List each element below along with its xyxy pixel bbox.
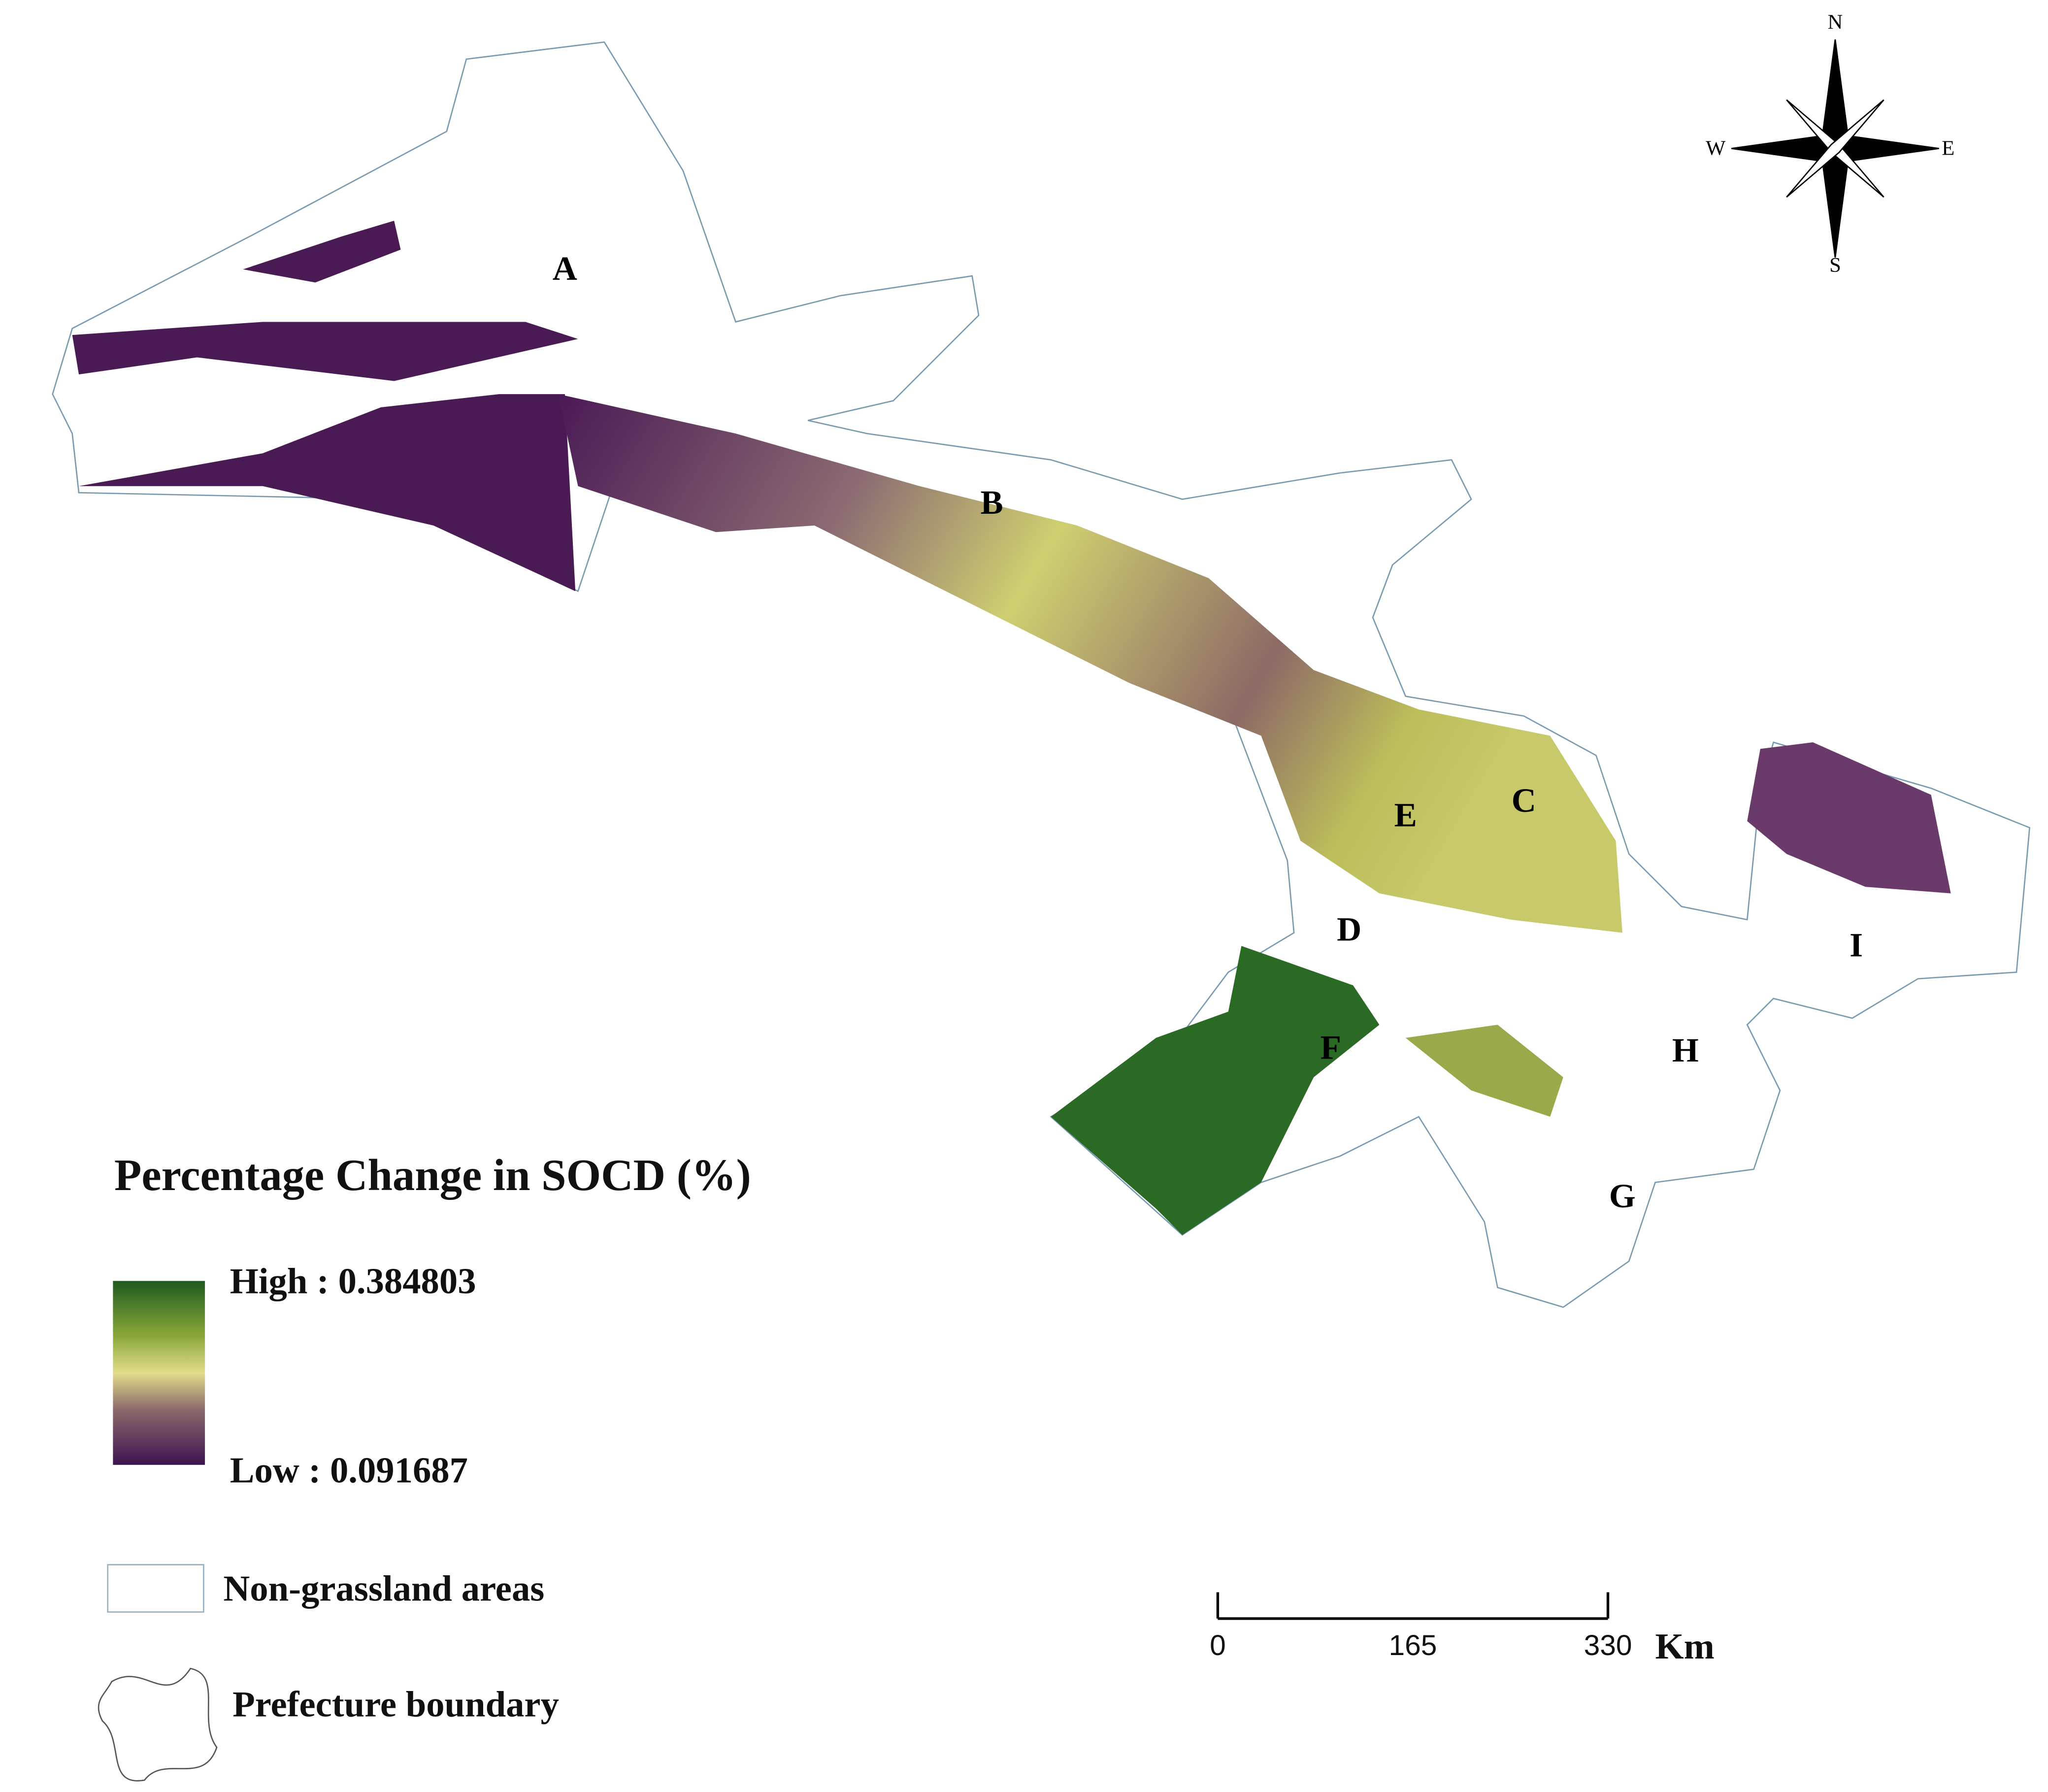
region-label: E <box>1394 796 1417 834</box>
legend-non-grassland: Non-grassland areas <box>223 1568 544 1609</box>
region-label: H <box>1672 1031 1699 1069</box>
region-label: I <box>1850 926 1863 964</box>
color-ramp <box>113 1281 205 1465</box>
region-label: G <box>1609 1177 1636 1215</box>
grassland <box>72 221 1951 1235</box>
legend-title: Percentage Change in SOCD (%) <box>114 1150 751 1200</box>
region-label: C <box>1512 781 1536 819</box>
non-grassland-swatch <box>107 1564 204 1613</box>
region-label: A <box>553 249 577 287</box>
compass-s: S <box>1829 254 1841 277</box>
scale-label: 165 <box>1389 1629 1437 1661</box>
compass-e: E <box>1942 137 1954 160</box>
boundary-swatch <box>98 1667 218 1782</box>
compass-w: W <box>1706 137 1726 160</box>
region-label: B <box>981 483 1003 521</box>
legend: Percentage Change in SOCD (%) High : 0.3… <box>98 1150 751 1782</box>
boundary <box>52 41 2031 1308</box>
legend-high: High : 0.384803 <box>230 1261 476 1302</box>
compass: N E S W <box>1706 11 1954 277</box>
scale-bar: 0 165 330 Km <box>1210 1592 1715 1667</box>
legend-low: Low : 0.091687 <box>230 1450 468 1491</box>
scale-label: 0 <box>1210 1629 1226 1661</box>
scale-label: 330 <box>1584 1629 1632 1661</box>
region-label: D <box>1337 910 1361 948</box>
region-label: F <box>1321 1029 1341 1066</box>
compass-n: N <box>1828 11 1843 34</box>
legend-boundary: Prefecture boundary <box>232 1684 559 1725</box>
scale-unit: Km <box>1655 1626 1715 1667</box>
region-labels: A B C D E F G H I <box>553 249 1863 1215</box>
